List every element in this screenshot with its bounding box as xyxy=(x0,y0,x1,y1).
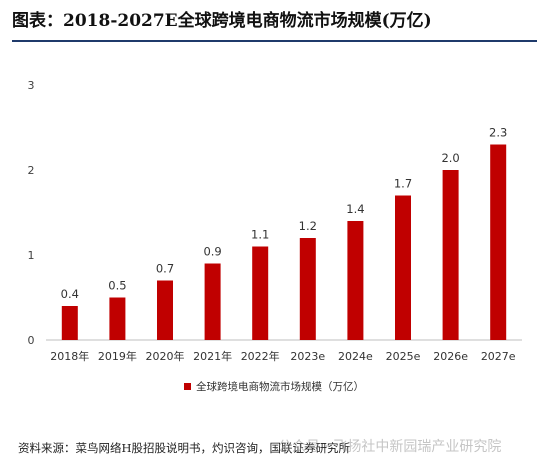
data-label: 0.9 xyxy=(203,245,221,259)
bar-2027e xyxy=(490,144,507,340)
bar-2018年 xyxy=(61,306,78,340)
watermark: 公众号 · 飞扬社中新园瑞产业研究院 xyxy=(278,439,502,455)
y-tick-label: 0 xyxy=(28,334,35,347)
x-tick-label: 2020年 xyxy=(146,349,185,363)
y-tick-label: 1 xyxy=(28,249,35,262)
bar-2026e xyxy=(442,170,459,340)
x-tick-label: 2018年 xyxy=(50,349,89,363)
x-tick-label: 2026e xyxy=(433,350,468,363)
x-tick-label: 2024e xyxy=(338,350,373,363)
x-tick-label: 2023e xyxy=(290,350,325,363)
data-label: 0.7 xyxy=(156,262,174,276)
bar-2022年 xyxy=(252,246,269,340)
data-label: 1.7 xyxy=(394,177,412,191)
bar-2021年 xyxy=(204,263,221,340)
x-tick-label: 2027e xyxy=(481,350,516,363)
data-label: 1.2 xyxy=(299,219,317,233)
data-label: 0.5 xyxy=(108,279,126,293)
source-note: 资料来源：菜鸟网络H股招股说明书，灼识咨询，国联证券研究所 xyxy=(18,441,351,455)
bar-2020年 xyxy=(157,280,173,340)
bar-2024e xyxy=(347,221,364,340)
data-label: 0.4 xyxy=(61,287,79,301)
data-label: 1.4 xyxy=(346,202,364,216)
x-tick-label: 2022年 xyxy=(241,349,280,363)
x-tick-label: 2021年 xyxy=(193,349,232,363)
legend-label: 全球跨境电商物流市场规模（万亿） xyxy=(196,380,364,393)
chart-title: 图表：2018-2027E全球跨境电商物流市场规模(万亿) xyxy=(12,11,432,31)
y-tick-label: 2 xyxy=(28,164,35,177)
data-label: 1.1 xyxy=(251,228,269,242)
data-label: 2.3 xyxy=(489,126,507,140)
legend-swatch xyxy=(184,383,191,390)
bar-2025e xyxy=(395,195,411,340)
bar-2023e xyxy=(299,238,316,340)
bar-chart: 0 1 2 3 0.4 2018年 0.5 2019年 0.7 2020年 0.9 2021年 1.1 2… xyxy=(28,79,522,393)
x-tick-label: 2025e xyxy=(386,350,421,363)
bar-2019年 xyxy=(109,297,126,340)
x-tick-label: 2019年 xyxy=(98,349,137,363)
data-label: 2.0 xyxy=(441,151,459,165)
y-tick-label: 3 xyxy=(28,79,35,92)
title-underline xyxy=(12,40,537,42)
